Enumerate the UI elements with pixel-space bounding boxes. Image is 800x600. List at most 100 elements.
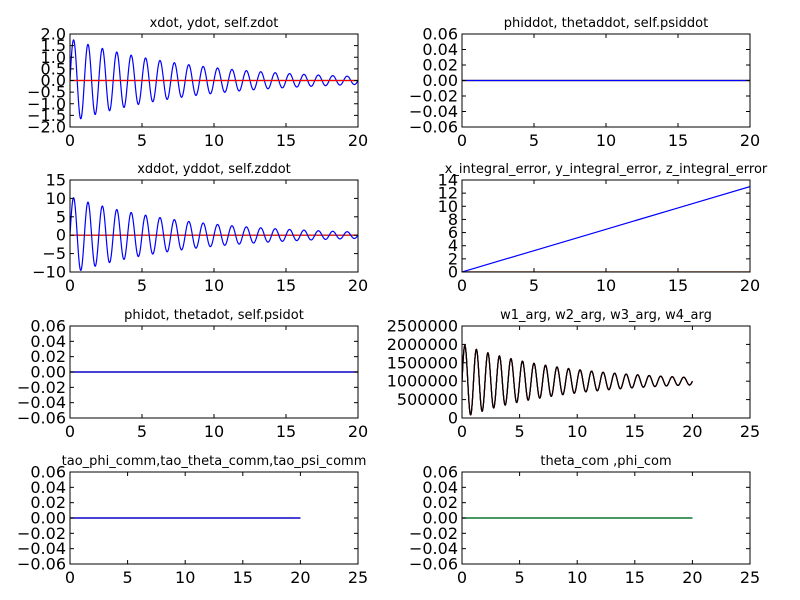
x-tick-label: 20 — [682, 568, 702, 587]
y-tick-label: 0.5 — [41, 59, 66, 78]
y-tick-label: 0.04 — [422, 478, 458, 497]
y-tick-label: 0.00 — [30, 363, 66, 382]
x-tick-label: 10 — [204, 276, 224, 295]
x-tick-label: 5 — [515, 568, 525, 587]
series-group — [70, 197, 358, 271]
series-line-2 — [462, 185, 750, 272]
y-tick-label: 2500000 — [387, 317, 458, 336]
x-tick-label: 25 — [348, 568, 368, 587]
y-tick-label: 0.04 — [422, 40, 458, 59]
y-tick-label: −0.06 — [17, 409, 66, 428]
x-tick-label: 10 — [204, 422, 224, 441]
x-tick-label: 20 — [290, 568, 310, 587]
x-tick-label: 0 — [457, 276, 467, 295]
y-tick-label: −0.06 — [409, 118, 458, 137]
x-tick-label: 15 — [668, 276, 688, 295]
x-tick-label: 15 — [276, 131, 296, 150]
series-group — [462, 344, 693, 416]
chart-phidot: phidot, thetadot, self.psidot 0 5 10 15 20 −0.… — [17, 308, 368, 441]
y-tick-label: 1.5 — [41, 36, 66, 55]
y-tick-label: −10 — [32, 263, 66, 282]
y-tick-label: 2.0 — [41, 25, 66, 44]
chart-title: phiddot, thetaddot, self.psiddot — [504, 16, 708, 31]
y-tick-label: 0.02 — [422, 493, 458, 512]
chart-title: x_integral_error, y_integral_error, z_in… — [445, 162, 768, 177]
x-tick-label: 20 — [348, 422, 368, 441]
x-tick-label: 15 — [276, 422, 296, 441]
x-tick-label: 20 — [682, 422, 702, 441]
y-tick-label: 0.06 — [422, 25, 458, 44]
y-tick-label: −0.5 — [27, 83, 66, 102]
x-tick-label: 5 — [123, 568, 133, 587]
x-tick-label: 10 — [204, 131, 224, 150]
chart-tao: tao_phi_comm,tao_theta_comm,tao_psi_comm… — [17, 454, 368, 587]
y-tick-label: −1.5 — [27, 106, 66, 125]
x-tick-label: 5 — [137, 131, 147, 150]
y-tick-label: 1.0 — [41, 48, 66, 67]
x-tick-label: 5 — [529, 131, 539, 150]
y-tick-label: −2.0 — [27, 118, 66, 137]
chart-title: tao_phi_comm,tao_theta_comm,tao_psi_comm — [62, 454, 367, 469]
x-tick-label: 10 — [567, 422, 587, 441]
series-line-2 — [70, 197, 358, 271]
y-tick-label: 0.00 — [422, 509, 458, 528]
chart-theta_com: theta_com ,phi_com 0 5 10 15 20 25 −0.06−0.04−0… — [409, 454, 760, 587]
x-tick-label: 20 — [348, 276, 368, 295]
y-tick-label: 500000 — [397, 390, 458, 409]
x-tick-label: 20 — [740, 276, 760, 295]
x-tick-label: 10 — [175, 568, 195, 587]
chart-phiddot: phiddot, thetaddot, self.psiddot 0 5 10 15 20… — [409, 16, 760, 150]
y-tick-label: −1.0 — [27, 94, 66, 113]
x-tick-label: 5 — [515, 422, 525, 441]
y-tick-label: −5 — [42, 244, 66, 263]
x-tick-label: 0 — [65, 568, 75, 587]
x-tick-label: 15 — [276, 276, 296, 295]
y-tick-label: 0.02 — [30, 493, 66, 512]
x-tick-label: 5 — [137, 422, 147, 441]
y-tick-label: 0 — [56, 226, 66, 245]
y-tick-label: 0 — [448, 409, 458, 428]
y-tick-label: 14 — [438, 171, 458, 190]
x-tick-label: 5 — [137, 276, 147, 295]
x-tick-label: 15 — [668, 131, 688, 150]
y-tick-label: 0.04 — [30, 332, 66, 351]
x-tick-label: 25 — [740, 422, 760, 441]
y-tick-label: 0.06 — [30, 463, 66, 482]
series-line-3 — [462, 344, 693, 416]
x-tick-label: 5 — [529, 276, 539, 295]
chart-xdot: xdot, ydot, self.zdot 0 5 10 15 20 −2.0−1.5−1.… — [27, 16, 368, 150]
chart-title: phidot, thetadot, self.psidot — [124, 308, 304, 323]
series-group — [70, 39, 358, 120]
x-tick-label: 25 — [740, 568, 760, 587]
x-tick-label: 15 — [233, 568, 253, 587]
x-tick-label: 15 — [625, 568, 645, 587]
y-tick-label: 2 — [448, 249, 458, 268]
y-tick-label: 6 — [448, 223, 458, 242]
y-tick-label: 0.06 — [30, 317, 66, 336]
y-tick-label: −0.06 — [17, 555, 66, 574]
x-tick-label: 0 — [457, 568, 467, 587]
y-tick-label: 5 — [56, 207, 66, 226]
axes-frame — [461, 325, 751, 419]
y-tick-label: −0.04 — [17, 539, 66, 558]
chart-integral_error: x_integral_error, y_integral_error, z_in… — [438, 162, 768, 295]
y-tick-label: −0.02 — [409, 87, 458, 106]
y-tick-label: −0.04 — [17, 393, 66, 412]
y-tick-label: 0.0 — [41, 71, 66, 90]
y-tick-label: 2000000 — [387, 335, 458, 354]
x-tick-label: 10 — [596, 131, 616, 150]
y-tick-label: 1000000 — [387, 372, 458, 391]
y-tick-label: 10 — [438, 197, 458, 216]
x-tick-label: 0 — [65, 276, 75, 295]
chart-w_arg: w1_arg, w2_arg, w3_arg, w4_arg 0 5 10 15 20 25… — [387, 308, 760, 441]
chart-title: xdot, ydot, self.zdot — [150, 16, 279, 31]
x-tick-label: 0 — [457, 131, 467, 150]
y-tick-label: 12 — [438, 184, 458, 203]
y-tick-label: −0.02 — [17, 378, 66, 397]
y-tick-label: −0.04 — [409, 102, 458, 121]
x-tick-label: 20 — [348, 131, 368, 150]
chart-title: xddot, yddot, self.zddot — [137, 162, 291, 177]
